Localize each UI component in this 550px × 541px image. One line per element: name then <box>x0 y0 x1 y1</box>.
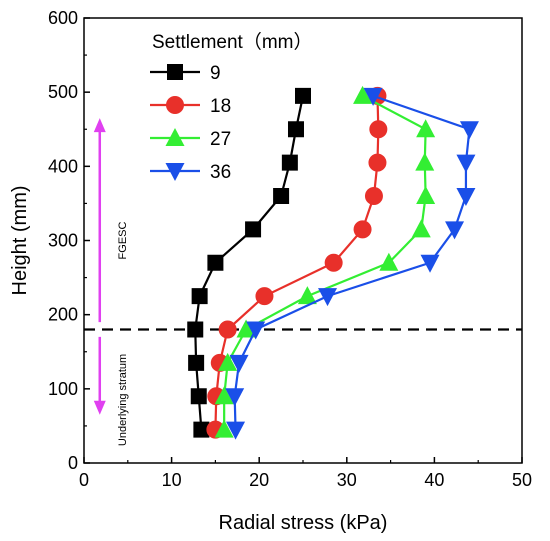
data-point <box>281 154 298 171</box>
data-point <box>379 252 399 271</box>
legend-entry-9: 9 <box>150 63 221 84</box>
y-tick-label: 0 <box>68 453 78 473</box>
y-tick-label: 500 <box>48 82 78 102</box>
data-point <box>318 288 338 307</box>
legend-entry-27: 27 <box>150 128 231 150</box>
fgesc-label: FGESC <box>117 222 129 260</box>
legend-label: 9 <box>210 63 221 84</box>
data-point <box>420 254 440 273</box>
data-point <box>246 321 266 340</box>
data-point <box>218 320 237 339</box>
legend-marker <box>165 163 185 181</box>
data-point <box>369 120 388 139</box>
data-point <box>287 121 304 138</box>
data-point <box>218 352 238 371</box>
x-tick-label: 50 <box>512 470 532 490</box>
plot-frame <box>83 17 523 464</box>
data-point <box>363 87 383 106</box>
data-point <box>353 85 373 104</box>
data-point <box>445 221 465 240</box>
x-tick-label: 10 <box>162 470 182 490</box>
data-point <box>229 354 249 373</box>
y-tick-label: 600 <box>48 8 78 28</box>
data-point <box>193 421 210 438</box>
data-point <box>456 188 476 206</box>
legend-label: 18 <box>210 96 231 117</box>
x-axis-label: Radial stress (kPa) <box>219 512 388 534</box>
plot-border <box>83 17 523 464</box>
legend-title: Settlement（mm） <box>152 31 312 53</box>
legend-entry-36: 36 <box>150 162 231 183</box>
y-tick-label: 400 <box>48 156 78 176</box>
underlying-arrow-head <box>93 400 106 415</box>
x-tick-label: 0 <box>79 470 89 490</box>
data-point <box>416 186 436 204</box>
data-point <box>297 286 317 305</box>
data-point <box>324 253 343 272</box>
data-point <box>368 153 387 172</box>
data-point <box>415 152 435 171</box>
data-point <box>295 87 311 104</box>
x-tick-label: 20 <box>249 470 269 490</box>
legend-entry-18: 18 <box>150 96 231 117</box>
annotation-layer: FGESC Underlying stratum <box>93 118 129 446</box>
data-point <box>456 154 476 173</box>
data-point <box>214 386 234 405</box>
data-point <box>255 287 274 306</box>
x-tick-label: 30 <box>337 470 357 490</box>
series-line-18 <box>214 95 380 430</box>
data-point <box>236 319 256 338</box>
series-27 <box>214 85 436 438</box>
data-point <box>191 288 208 305</box>
data-point <box>416 119 436 138</box>
data-point <box>207 254 224 271</box>
y-axis-label: Height (mm) <box>9 185 31 295</box>
legend-label: 36 <box>210 162 231 183</box>
data-point <box>190 388 207 405</box>
data-point <box>225 388 245 407</box>
y-tick-label: 100 <box>48 379 78 399</box>
series-18 <box>206 86 388 439</box>
legend-marker <box>166 96 184 114</box>
legend-label: 27 <box>210 129 231 150</box>
data-point <box>459 121 479 140</box>
underlying-stratum-label: Underlying stratum <box>117 354 129 446</box>
data-point <box>353 220 372 239</box>
data-point <box>188 354 205 371</box>
series-layer <box>187 85 479 440</box>
series-9 <box>187 87 311 438</box>
legend: Settlement（mm） 9 18 27 36 <box>150 31 312 183</box>
legend-marker <box>165 128 185 146</box>
data-point <box>187 321 204 338</box>
data-point <box>245 221 262 238</box>
legend-marker <box>167 64 183 80</box>
series-36 <box>225 87 479 440</box>
data-point <box>226 421 246 440</box>
data-point <box>364 187 383 205</box>
x-tick-label: 40 <box>424 470 444 490</box>
y-tick-label: 200 <box>48 305 78 325</box>
data-point <box>273 188 290 204</box>
data-point <box>411 219 431 238</box>
fgesc-arrow-head <box>93 118 106 133</box>
y-tick-label: 300 <box>48 231 78 251</box>
data-point <box>214 419 234 438</box>
